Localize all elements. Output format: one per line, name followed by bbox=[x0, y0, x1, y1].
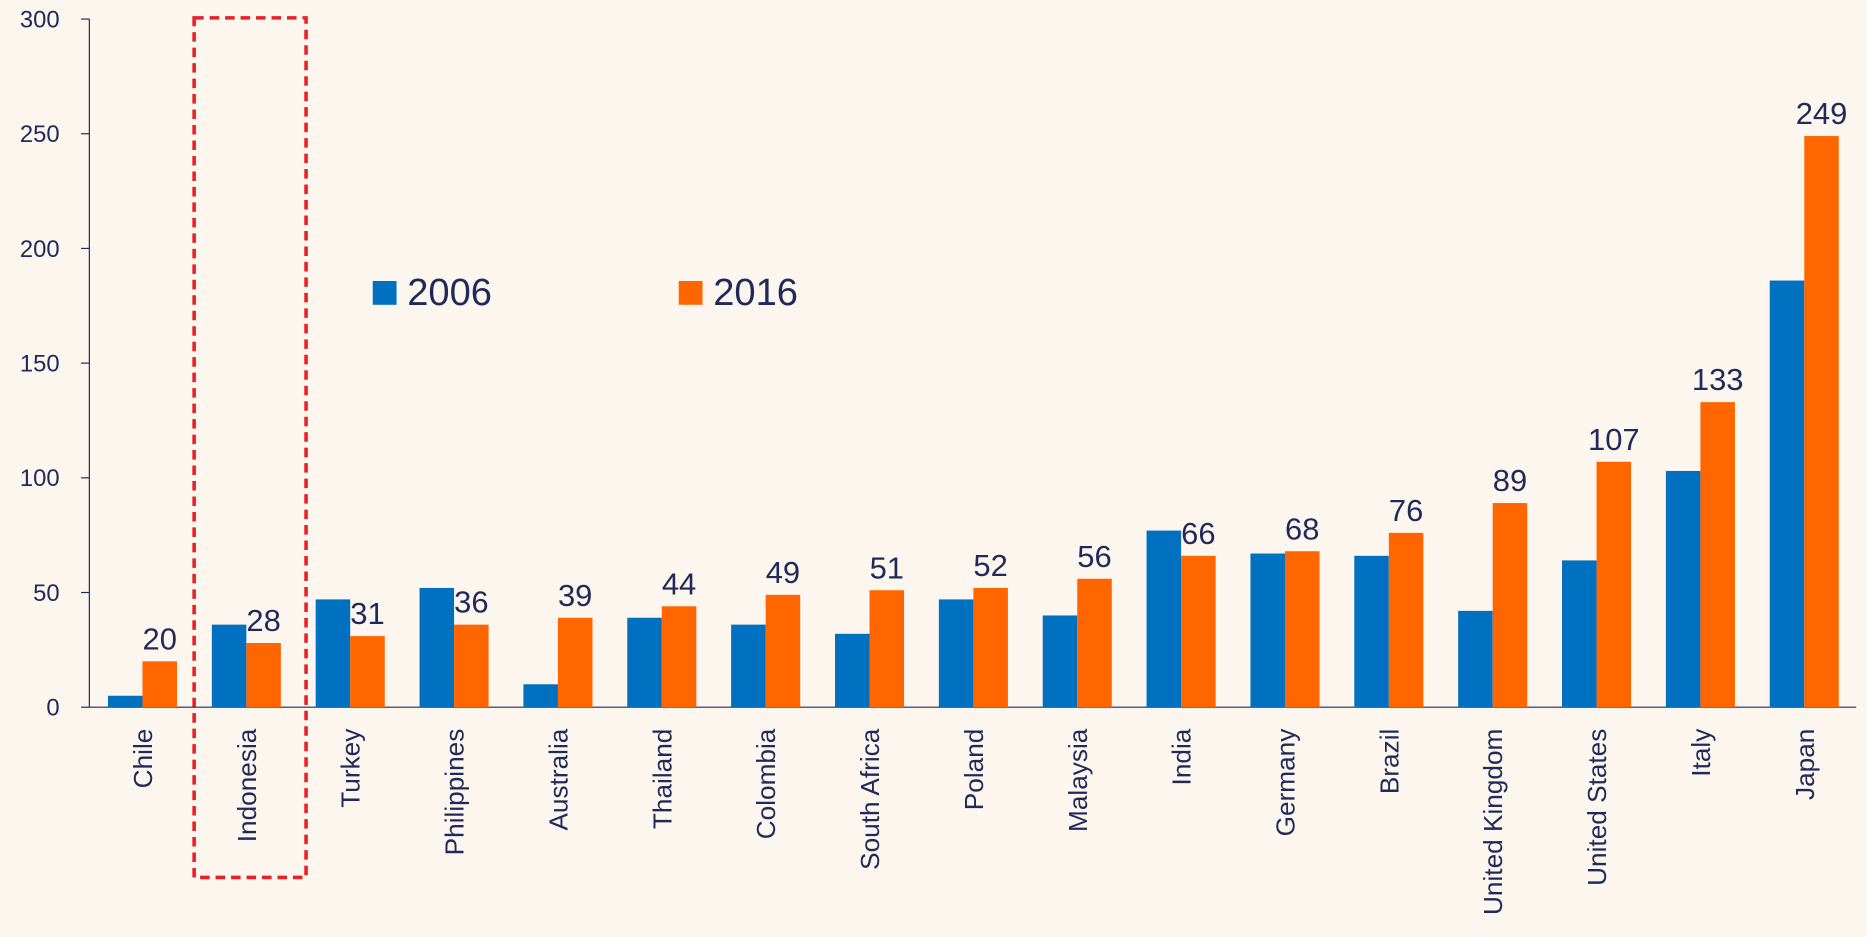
legend-swatch bbox=[678, 280, 703, 305]
value-label: 76 bbox=[1389, 493, 1423, 528]
x-tick-label: Philippines bbox=[440, 729, 470, 856]
bar bbox=[731, 624, 766, 708]
bar bbox=[765, 594, 801, 708]
x-tick-label: Japan bbox=[1790, 729, 1820, 800]
bar bbox=[1077, 578, 1112, 708]
bar bbox=[1354, 555, 1389, 708]
value-label: 36 bbox=[454, 585, 488, 620]
bar bbox=[1665, 470, 1701, 708]
value-label: 107 bbox=[1588, 422, 1640, 457]
value-label: 20 bbox=[143, 621, 177, 656]
value-label: 249 bbox=[1796, 96, 1848, 131]
y-tick-label: 300 bbox=[20, 6, 60, 33]
y-tick-label: 250 bbox=[20, 121, 60, 148]
bar bbox=[661, 606, 697, 708]
y-tick-label: 100 bbox=[20, 465, 60, 492]
bar bbox=[350, 636, 385, 708]
value-label: 49 bbox=[766, 555, 800, 590]
legend-label: 2016 bbox=[713, 272, 798, 314]
legend-label: 2006 bbox=[407, 272, 492, 314]
value-label: 31 bbox=[350, 596, 384, 631]
value-label: 56 bbox=[1077, 539, 1111, 574]
y-tick-label: 50 bbox=[33, 580, 59, 607]
bar bbox=[1250, 553, 1285, 708]
bar bbox=[419, 587, 455, 708]
value-label: 66 bbox=[1181, 516, 1215, 551]
bar bbox=[1492, 503, 1528, 708]
x-tick-label: Chile bbox=[128, 729, 158, 789]
value-label: 68 bbox=[1285, 511, 1319, 546]
x-tick-label: India bbox=[1167, 728, 1197, 785]
y-tick-label: 200 bbox=[20, 236, 60, 263]
x-tick-label: United Kingdom bbox=[1478, 729, 1508, 915]
y-tick-label: 0 bbox=[46, 695, 59, 722]
x-tick-label: United States bbox=[1582, 729, 1612, 886]
x-tick-label: Germany bbox=[1270, 728, 1300, 837]
bar bbox=[1388, 532, 1424, 708]
value-label: 51 bbox=[870, 550, 904, 585]
bar bbox=[1181, 555, 1216, 708]
value-label: 39 bbox=[558, 578, 592, 613]
bar bbox=[1284, 551, 1320, 708]
x-tick-label: Malaysia bbox=[1063, 728, 1093, 832]
bar bbox=[557, 617, 593, 708]
legend-swatch bbox=[372, 280, 397, 305]
bar bbox=[1146, 530, 1182, 708]
bar bbox=[454, 624, 489, 708]
bar bbox=[938, 599, 974, 708]
bar bbox=[1769, 280, 1805, 708]
highlight-box bbox=[192, 16, 308, 880]
y-tick-label: 150 bbox=[20, 350, 60, 377]
x-tick-label: South Africa bbox=[855, 728, 885, 870]
x-tick-label: Turkey bbox=[336, 728, 366, 808]
value-label: 89 bbox=[1493, 463, 1527, 498]
bar bbox=[1458, 610, 1493, 708]
bar bbox=[1700, 402, 1735, 708]
bar bbox=[142, 661, 178, 708]
x-tick-label: Italy bbox=[1686, 728, 1716, 777]
bar bbox=[1804, 136, 1839, 708]
bar bbox=[315, 599, 351, 708]
x-tick-label: Colombia bbox=[751, 728, 781, 839]
bar bbox=[973, 587, 1008, 708]
bar bbox=[246, 642, 281, 708]
bar bbox=[627, 617, 662, 708]
bar bbox=[211, 624, 247, 708]
bar bbox=[523, 684, 558, 708]
value-label: 52 bbox=[973, 548, 1007, 583]
bar bbox=[1596, 461, 1632, 708]
bar bbox=[869, 590, 905, 708]
x-tick-label: Thailand bbox=[647, 729, 677, 829]
x-tick-label: Indonesia bbox=[232, 728, 262, 842]
bar bbox=[1042, 615, 1078, 708]
bar bbox=[107, 695, 143, 708]
x-tick-label: Australia bbox=[543, 728, 573, 830]
x-tick-label: Brazil bbox=[1374, 729, 1404, 794]
x-tick-label: Poland bbox=[959, 729, 989, 811]
value-label: 44 bbox=[662, 566, 696, 601]
value-label: 28 bbox=[246, 603, 280, 638]
value-label: 133 bbox=[1692, 362, 1744, 397]
bar bbox=[1562, 560, 1597, 708]
bar bbox=[834, 633, 870, 708]
